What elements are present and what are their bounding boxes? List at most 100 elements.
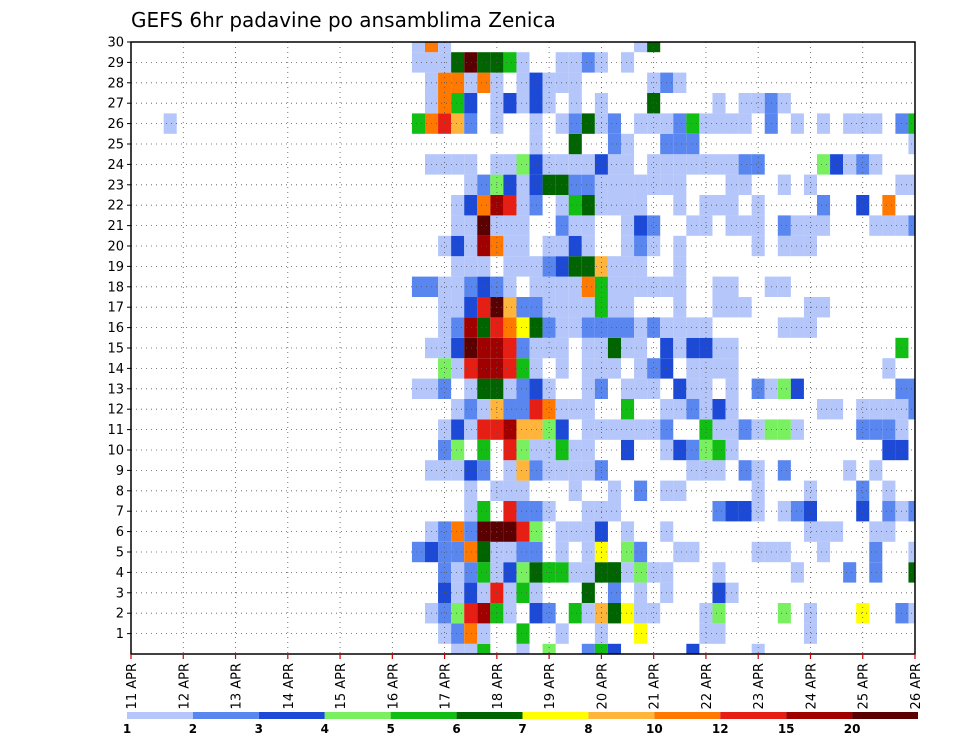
heatmap-cell bbox=[542, 419, 556, 440]
heatmap-cell bbox=[464, 297, 478, 318]
heatmap-cell bbox=[856, 399, 870, 420]
heatmap-cell bbox=[673, 317, 687, 338]
heatmap-cell bbox=[790, 235, 804, 257]
heatmap-cell bbox=[516, 52, 530, 73]
heatmap-cell bbox=[869, 460, 883, 481]
heatmap-cell bbox=[882, 419, 896, 440]
heatmap-cell bbox=[634, 195, 648, 216]
heatmap-cell bbox=[516, 378, 530, 399]
heatmap-cell bbox=[438, 419, 452, 440]
legend-swatch bbox=[192, 712, 259, 719]
heatmap-cell bbox=[634, 235, 648, 257]
heatmap-cell bbox=[634, 480, 648, 501]
heatmap-cell bbox=[725, 378, 739, 399]
heatmap-cell bbox=[581, 419, 595, 440]
heatmap-cell bbox=[751, 195, 765, 216]
heatmap-cell bbox=[503, 582, 517, 603]
heatmap-cell bbox=[503, 603, 517, 624]
heatmap-cell bbox=[464, 501, 478, 522]
heatmap-cell bbox=[477, 399, 491, 420]
y-tick-label: 21 bbox=[107, 219, 124, 234]
heatmap-cell bbox=[686, 439, 700, 461]
legend-label: 12 bbox=[712, 722, 729, 736]
heatmap-cell bbox=[673, 174, 687, 195]
heatmap-cell bbox=[699, 439, 713, 461]
heatmap-cell bbox=[790, 562, 804, 583]
legend-label: 15 bbox=[778, 722, 795, 736]
y-tick-label: 17 bbox=[107, 301, 124, 316]
heatmap-cell bbox=[568, 603, 582, 624]
heatmap-cell bbox=[634, 562, 648, 583]
heatmap-cell bbox=[542, 154, 556, 175]
heatmap-cell bbox=[516, 582, 530, 603]
heatmap-cell bbox=[856, 480, 870, 501]
heatmap-cell bbox=[555, 52, 569, 73]
y-tick-label: 13 bbox=[107, 382, 124, 397]
heatmap-cell bbox=[621, 562, 635, 583]
heatmap-cell bbox=[516, 235, 530, 257]
x-tick-label: 23 APR bbox=[752, 663, 767, 709]
heatmap-cell bbox=[581, 603, 595, 624]
heatmap-cell bbox=[581, 358, 595, 379]
heatmap-cell bbox=[438, 378, 452, 399]
heatmap-cell bbox=[581, 256, 595, 277]
heatmap-cell bbox=[647, 215, 661, 236]
heatmap-cell bbox=[464, 174, 478, 195]
heatmap-cell bbox=[725, 358, 739, 379]
heatmap-cell bbox=[568, 52, 582, 73]
chart-title: GEFS 6hr padavine po ansamblima Zenica bbox=[131, 8, 556, 32]
heatmap-cell bbox=[777, 378, 791, 399]
heatmap-cell bbox=[673, 480, 687, 501]
heatmap-cell bbox=[411, 541, 425, 563]
heatmap-cell bbox=[568, 521, 582, 542]
heatmap-cell bbox=[699, 154, 713, 175]
x-tick-label: 12 APR bbox=[177, 663, 192, 709]
heatmap-cell bbox=[555, 439, 569, 461]
heatmap-cell bbox=[464, 215, 478, 236]
heatmap-cell bbox=[581, 378, 595, 399]
heatmap-cell bbox=[673, 133, 687, 155]
heatmap-cell bbox=[699, 358, 713, 379]
heatmap-cell bbox=[725, 113, 739, 134]
heatmap-cell bbox=[477, 256, 491, 277]
heatmap-cell bbox=[803, 480, 817, 501]
heatmap-cell bbox=[621, 174, 635, 195]
x-tick-label: 21 APR bbox=[648, 663, 663, 709]
heatmap-cell bbox=[712, 582, 726, 603]
heatmap-cell bbox=[686, 378, 700, 399]
heatmap-cell bbox=[777, 235, 791, 257]
heatmap-cell bbox=[699, 460, 713, 481]
heatmap-cell bbox=[843, 562, 857, 583]
heatmap-cell bbox=[516, 399, 530, 420]
heatmap-cell bbox=[634, 256, 648, 277]
legend-swatch bbox=[456, 712, 523, 719]
heatmap-cell bbox=[542, 439, 556, 461]
heatmap-cell bbox=[516, 541, 530, 563]
heatmap-cell bbox=[516, 419, 530, 440]
heatmap-cell bbox=[882, 358, 896, 379]
heatmap-cell bbox=[738, 154, 752, 175]
x-tick-label: 22 APR bbox=[700, 663, 715, 709]
heatmap-cell bbox=[163, 113, 177, 134]
heatmap-cell bbox=[673, 399, 687, 420]
y-tick-label: 4 bbox=[116, 566, 124, 581]
heatmap-cell bbox=[712, 276, 726, 297]
heatmap-cell bbox=[555, 399, 569, 420]
heatmap-cell bbox=[464, 358, 478, 379]
heatmap-cell bbox=[555, 235, 569, 257]
heatmap-cell bbox=[686, 154, 700, 175]
heatmap-cell bbox=[581, 501, 595, 522]
heatmap-cell bbox=[464, 643, 478, 654]
y-tick-label: 5 bbox=[116, 546, 124, 561]
heatmap-cell bbox=[673, 195, 687, 216]
heatmap-cell bbox=[451, 72, 465, 93]
heatmap-cell bbox=[686, 113, 700, 134]
heatmap-cell bbox=[712, 439, 726, 461]
heatmap-cell bbox=[738, 215, 752, 236]
heatmap-cell bbox=[647, 154, 661, 175]
heatmap-cell bbox=[738, 297, 752, 318]
heatmap-cell bbox=[634, 337, 648, 359]
heatmap-cell bbox=[555, 113, 569, 134]
heatmap-cell bbox=[568, 439, 582, 461]
heatmap-cell bbox=[464, 541, 478, 563]
